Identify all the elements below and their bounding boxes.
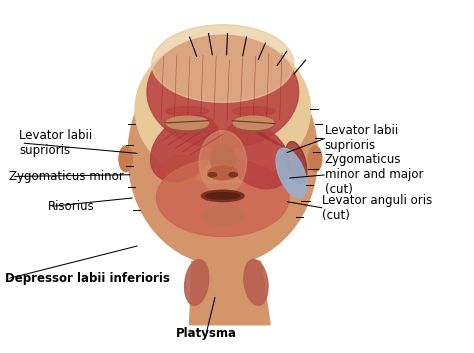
- Ellipse shape: [135, 35, 310, 184]
- Ellipse shape: [233, 116, 274, 130]
- Text: Platysma: Platysma: [176, 327, 237, 340]
- Text: Levator anguli oris
(cut): Levator anguli oris (cut): [322, 194, 433, 222]
- Ellipse shape: [210, 144, 235, 174]
- Ellipse shape: [208, 166, 237, 180]
- Ellipse shape: [208, 173, 217, 177]
- Text: Zygomaticus
minor and major
(cut): Zygomaticus minor and major (cut): [325, 153, 423, 196]
- Ellipse shape: [286, 142, 307, 183]
- Ellipse shape: [147, 35, 299, 148]
- Text: Depressor labii inferioris: Depressor labii inferioris: [5, 273, 170, 285]
- Ellipse shape: [166, 107, 209, 115]
- Ellipse shape: [150, 115, 219, 182]
- Ellipse shape: [221, 122, 291, 189]
- Ellipse shape: [202, 205, 243, 226]
- Ellipse shape: [128, 46, 318, 265]
- Polygon shape: [190, 261, 270, 325]
- Text: Risorius: Risorius: [47, 200, 94, 213]
- Ellipse shape: [309, 146, 322, 172]
- Ellipse shape: [229, 173, 237, 177]
- Ellipse shape: [232, 107, 275, 115]
- Ellipse shape: [184, 259, 209, 305]
- Text: Levator labii
suprioris: Levator labii suprioris: [19, 129, 92, 157]
- Ellipse shape: [162, 155, 198, 187]
- Text: Levator labii
suprioris: Levator labii suprioris: [325, 124, 398, 152]
- Ellipse shape: [206, 193, 240, 199]
- Ellipse shape: [119, 146, 132, 172]
- Ellipse shape: [166, 116, 209, 130]
- Text: Zygomaticus minor: Zygomaticus minor: [9, 170, 124, 183]
- Ellipse shape: [199, 131, 246, 194]
- Ellipse shape: [201, 190, 244, 202]
- Ellipse shape: [152, 25, 294, 102]
- Ellipse shape: [156, 159, 289, 237]
- Ellipse shape: [244, 259, 268, 305]
- Ellipse shape: [276, 148, 307, 198]
- Ellipse shape: [164, 115, 210, 132]
- Ellipse shape: [232, 115, 275, 132]
